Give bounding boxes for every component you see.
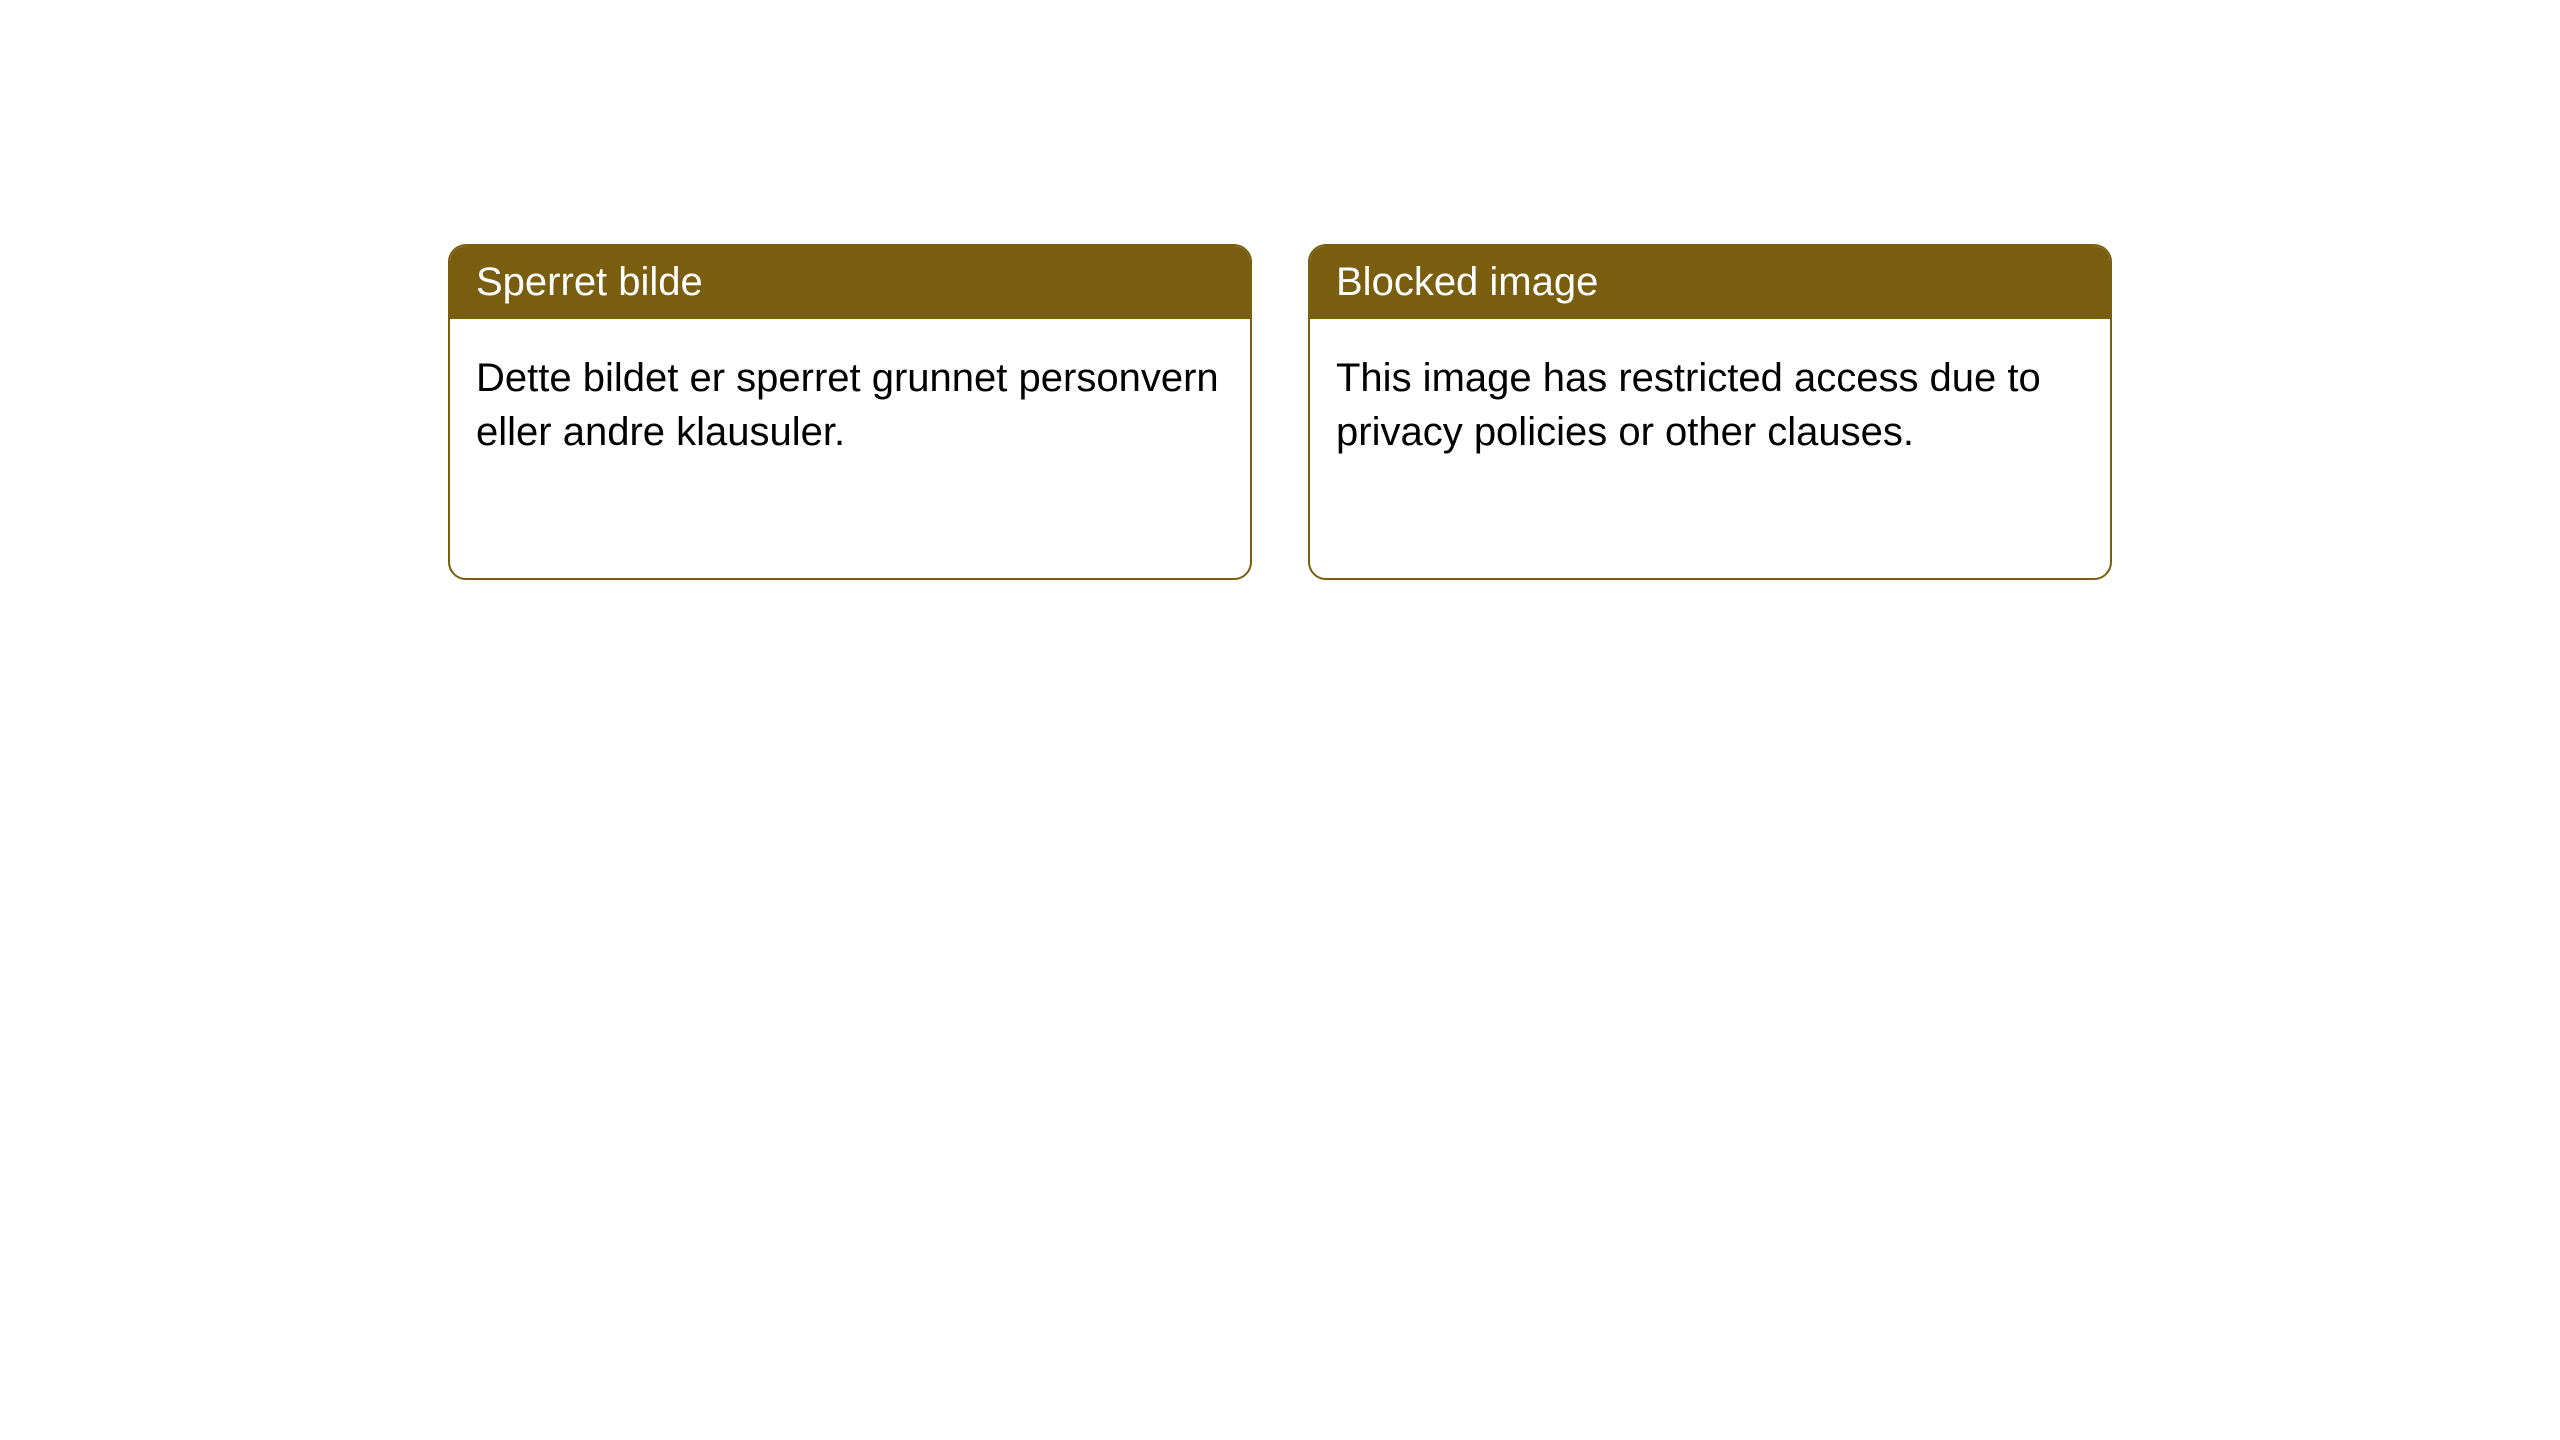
notice-card-english: Blocked image This image has restricted …	[1308, 244, 2112, 580]
notice-card-header: Sperret bilde	[450, 246, 1250, 319]
notice-card-title: Sperret bilde	[476, 260, 703, 304]
notice-card-header: Blocked image	[1310, 246, 2110, 319]
notice-card-body-text: Dette bildet er sperret grunnet personve…	[476, 356, 1219, 454]
notice-card-norwegian: Sperret bilde Dette bildet er sperret gr…	[448, 244, 1252, 580]
notice-card-body: This image has restricted access due to …	[1310, 319, 2110, 491]
notice-cards-container: Sperret bilde Dette bildet er sperret gr…	[0, 0, 2560, 580]
notice-card-body-text: This image has restricted access due to …	[1336, 356, 2041, 454]
notice-card-body: Dette bildet er sperret grunnet personve…	[450, 319, 1250, 491]
notice-card-title: Blocked image	[1336, 260, 1598, 304]
